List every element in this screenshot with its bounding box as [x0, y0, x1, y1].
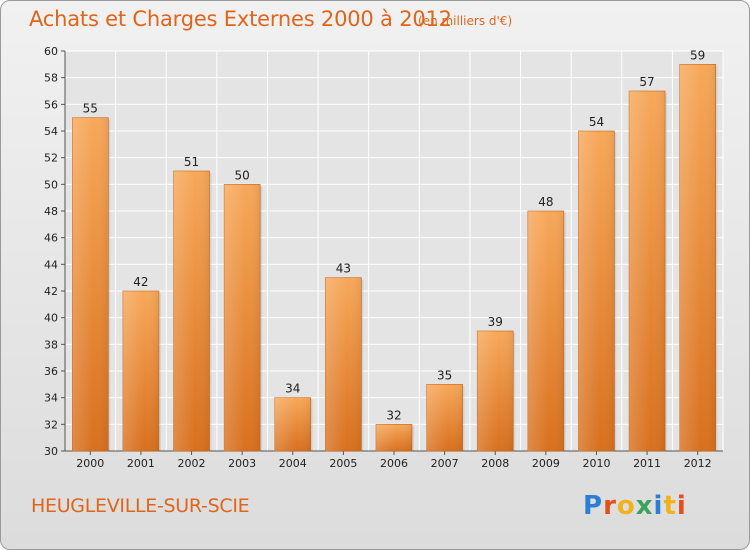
bar-highlight — [376, 424, 412, 451]
bar-highlight — [72, 117, 109, 452]
data-label-2007: 35 — [437, 368, 452, 382]
y-tick-label: 40 — [44, 312, 58, 325]
x-tick-label-2002: 2002 — [178, 457, 206, 470]
bar-highlight — [426, 384, 463, 451]
data-label-2010: 54 — [589, 115, 604, 129]
data-label-2001: 42 — [133, 275, 148, 289]
y-tick-label: 48 — [44, 205, 58, 218]
y-tick-label: 30 — [44, 445, 58, 458]
y-tick-label: 58 — [44, 72, 58, 85]
y-tick-label: 42 — [44, 285, 58, 298]
x-tick-label-2009: 2009 — [532, 457, 560, 470]
x-tick-label-2007: 2007 — [431, 457, 459, 470]
data-label-2011: 57 — [639, 75, 654, 89]
x-tick-label-2000: 2000 — [76, 457, 104, 470]
bar-highlight — [325, 277, 362, 451]
x-tick-label-2010: 2010 — [582, 457, 610, 470]
logo-letter: i — [653, 491, 664, 521]
data-label-2003: 50 — [235, 168, 250, 182]
data-label-2004: 34 — [285, 382, 300, 396]
logo-letter: P — [583, 491, 604, 521]
x-tick-label-2006: 2006 — [380, 457, 408, 470]
y-tick-label: 50 — [44, 178, 58, 191]
x-tick-label-2008: 2008 — [481, 457, 509, 470]
bar-highlight — [527, 211, 564, 451]
data-label-2009: 48 — [538, 195, 553, 209]
bar-highlight — [224, 184, 261, 452]
logo-letter: x — [635, 491, 654, 521]
place-name: HEUGLEVILLE-SUR-SCIE — [31, 495, 250, 517]
bar-highlight — [679, 64, 716, 452]
bar-highlight — [274, 397, 311, 451]
data-label-2006: 32 — [386, 408, 401, 422]
x-tick-label-2011: 2011 — [633, 457, 661, 470]
y-tick-label: 38 — [44, 338, 58, 351]
logo-letter: o — [616, 491, 636, 521]
plot-area — [65, 51, 723, 451]
y-tick-label: 44 — [44, 258, 58, 271]
bar-highlight — [477, 331, 514, 451]
x-tick-label-2005: 2005 — [329, 457, 357, 470]
bar-highlight — [173, 171, 210, 451]
bar-highlight — [629, 91, 666, 451]
data-label-2002: 51 — [184, 155, 199, 169]
data-label-2000: 55 — [83, 102, 98, 116]
x-tick-label-2003: 2003 — [228, 457, 256, 470]
chart-title: Achats et Charges Externes 2000 à 2012 — [29, 7, 452, 31]
y-tick-label: 52 — [44, 152, 58, 165]
y-tick-label: 54 — [44, 125, 58, 138]
y-tick-label: 32 — [44, 418, 58, 431]
y-tick-label: 34 — [44, 392, 58, 405]
logo-letter: r — [603, 491, 617, 521]
bar-highlight — [578, 131, 615, 451]
data-label-2012: 59 — [690, 48, 705, 62]
y-tick-label: 60 — [44, 45, 58, 58]
data-label-2005: 43 — [336, 262, 351, 276]
bar-highlight — [122, 291, 159, 451]
y-tick-label: 56 — [44, 98, 58, 111]
x-tick-label-2012: 2012 — [684, 457, 712, 470]
chart-subtitle: (en milliers d'€) — [418, 14, 513, 28]
data-label-2008: 39 — [488, 315, 503, 329]
x-tick-label-2004: 2004 — [279, 457, 307, 470]
y-tick-label: 36 — [44, 365, 58, 378]
logo-letter: i — [676, 491, 687, 521]
logo-letter: t — [663, 491, 677, 521]
proxiti-logo: Proxiti — [583, 491, 687, 521]
x-tick-label-2001: 2001 — [127, 457, 155, 470]
y-tick-label: 46 — [44, 232, 58, 245]
